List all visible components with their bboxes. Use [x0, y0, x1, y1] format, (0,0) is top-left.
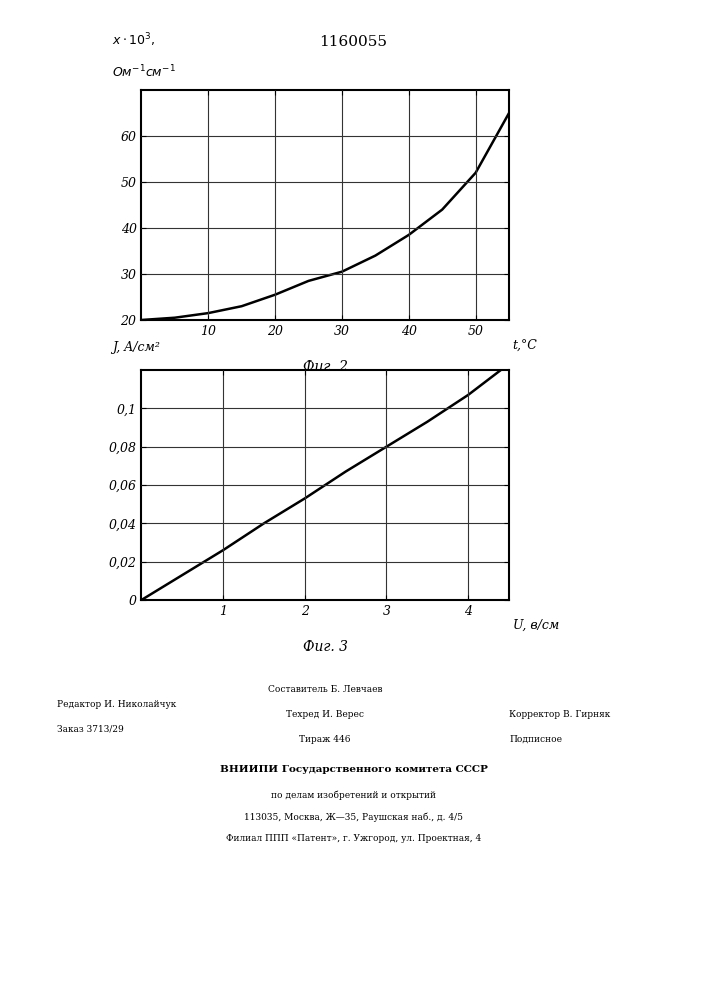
- Text: Редактор И. Николайчук: Редактор И. Николайчук: [57, 700, 176, 709]
- Text: $x \cdot 10^3,$: $x \cdot 10^3,$: [112, 31, 156, 49]
- Text: U, в/см: U, в/см: [513, 618, 559, 631]
- Text: Филиал ППП «Патент», г. Ужгород, ул. Проектная, 4: Филиал ППП «Патент», г. Ужгород, ул. Про…: [226, 834, 481, 843]
- Text: Подписное: Подписное: [509, 735, 562, 744]
- Text: ВНИИПИ Государственного комитета СССР: ВНИИПИ Государственного комитета СССР: [220, 765, 487, 774]
- Text: Корректор В. Гирняк: Корректор В. Гирняк: [509, 710, 610, 719]
- Text: Заказ 3713/29: Заказ 3713/29: [57, 725, 123, 734]
- Text: Техред И. Верес: Техред И. Верес: [286, 710, 364, 719]
- Text: 1160055: 1160055: [320, 35, 387, 49]
- Text: t,°C: t,°C: [513, 338, 537, 351]
- Text: Фиг. 3: Фиг. 3: [303, 640, 348, 654]
- Text: J, A/см²: J, A/см²: [112, 341, 160, 354]
- Text: 113035, Москва, Ж—35, Раушская наб., д. 4/5: 113035, Москва, Ж—35, Раушская наб., д. …: [244, 812, 463, 822]
- Text: по делам изобретений и открытий: по делам изобретений и открытий: [271, 790, 436, 800]
- Text: Тираж 446: Тираж 446: [300, 735, 351, 744]
- Text: Фиг. 2: Фиг. 2: [303, 360, 348, 374]
- Text: Составитель Б. Левчаев: Составитель Б. Левчаев: [268, 685, 382, 694]
- Text: $Ом^{-1}см^{-1}$: $Ом^{-1}см^{-1}$: [112, 64, 176, 81]
